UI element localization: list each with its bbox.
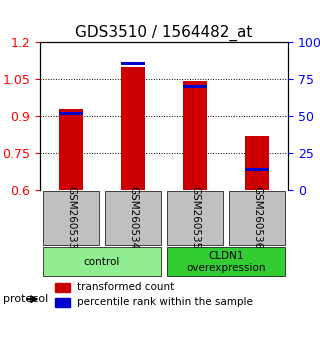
Text: transformed count: transformed count: [77, 282, 174, 292]
Text: GSM260533: GSM260533: [66, 187, 76, 250]
FancyBboxPatch shape: [105, 192, 161, 245]
Bar: [55, 283, 70, 292]
Bar: [59, 113, 84, 115]
Bar: [121, 62, 145, 65]
Bar: [121, 67, 145, 190]
Bar: [55, 298, 70, 307]
FancyBboxPatch shape: [167, 247, 285, 276]
Bar: [244, 168, 269, 171]
FancyBboxPatch shape: [43, 247, 161, 276]
Text: protocol: protocol: [3, 294, 48, 304]
Bar: [183, 85, 207, 88]
Text: GSM260535: GSM260535: [190, 187, 200, 250]
Text: GSM260536: GSM260536: [252, 187, 262, 250]
Text: CLDN1
overexpression: CLDN1 overexpression: [186, 251, 266, 273]
FancyBboxPatch shape: [43, 192, 99, 245]
FancyBboxPatch shape: [229, 192, 285, 245]
Bar: [244, 136, 269, 190]
Text: percentile rank within the sample: percentile rank within the sample: [77, 297, 253, 307]
Bar: [183, 81, 207, 190]
Text: GSM260534: GSM260534: [128, 187, 138, 250]
FancyBboxPatch shape: [167, 192, 223, 245]
Bar: [59, 109, 84, 190]
Text: control: control: [84, 257, 120, 267]
Title: GDS3510 / 1564482_at: GDS3510 / 1564482_at: [75, 25, 253, 41]
